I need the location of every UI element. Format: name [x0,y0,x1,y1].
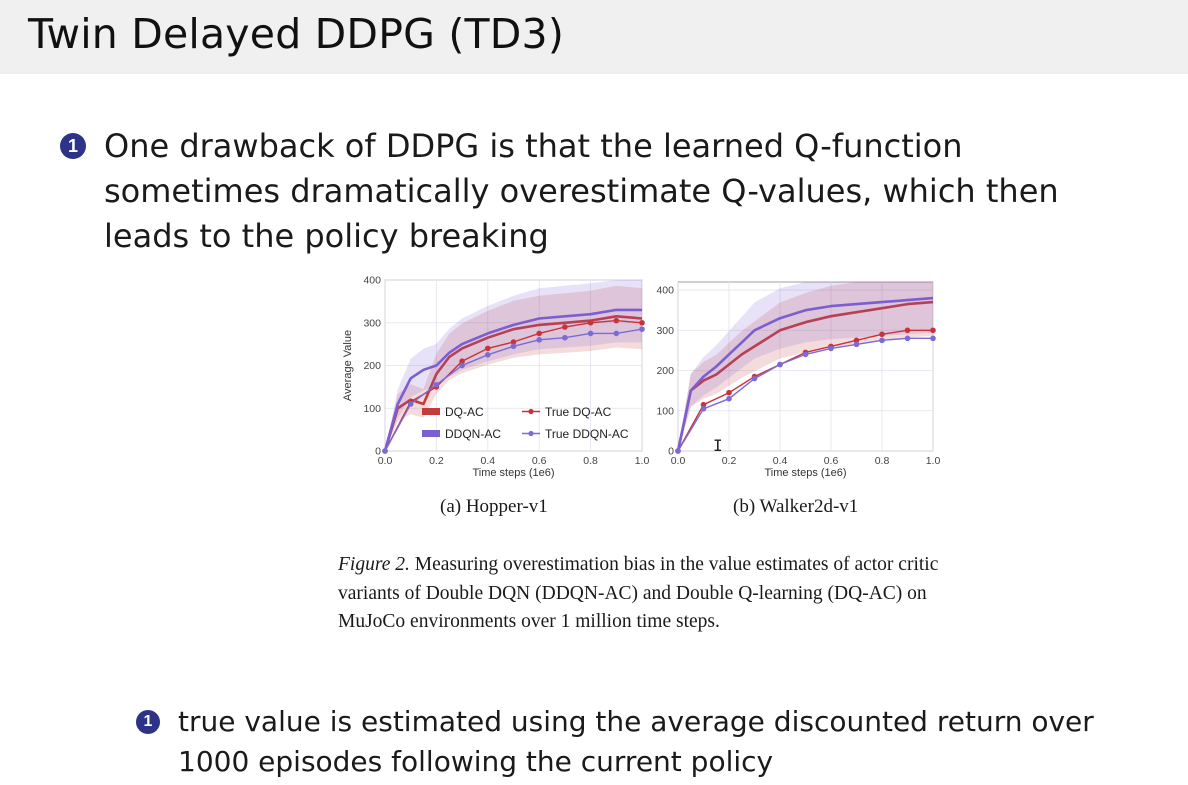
data-point [700,405,707,412]
legend-label: True DQ-AC [545,405,612,419]
y-tick-label: 200 [363,360,381,372]
chart-walker: 0 100 200 300 400 0.0 0.2 0.4 0.6 0.8 1.0 Time step… [648,268,948,500]
data-point [433,381,440,388]
figure-caption-label: Figure 2. [338,554,410,575]
x-tick-label: 1.0 [635,455,650,467]
data-point [853,337,860,344]
data-point [562,324,568,330]
bullet-1-text: One drawback of DDPG is that the learned… [104,127,1059,255]
data-point [700,401,707,408]
y-tick-label: 400 [656,285,674,297]
x-tick-label: 0.6 [824,455,839,467]
data-point [459,362,465,369]
data-point [459,358,465,365]
y-tick-label: 0 [375,446,381,458]
y-tick-label: 100 [363,403,381,415]
x-tick-label: 1.0 [926,455,941,467]
data-point [726,389,732,396]
subcaption-b: (b) Walker2d-v1 [733,496,859,517]
data-point [382,448,388,454]
bullet-2: 1 true value is estimated using the aver… [136,702,1176,782]
series-band [385,280,642,451]
figure-caption: Figure 2. Measuring overestimation bias … [338,551,958,637]
data-point [510,343,517,350]
x-tick-label: 0.2 [722,455,737,467]
data-point [407,401,414,407]
data-point [639,326,645,332]
subcaption-a: (a) Hopper-v1 [440,496,548,517]
data-point [675,448,681,454]
x-tick-label: 0.0 [671,455,686,467]
chart-walker-svg: 0 100 200 300 400 0.0 0.2 0.4 0.6 0.8 1.0 Time step… [656,281,941,479]
data-point [510,339,517,345]
data-point [879,331,885,338]
x-axis-label: Time steps (1e6) [764,467,846,479]
legend-label: True DDQN-AC [545,427,629,441]
legend-swatch [528,430,534,437]
title-bar: Twin Delayed DDPG (TD3) [0,0,1188,74]
data-point [930,335,936,342]
y-axis-label: Average Value [342,330,354,401]
bullet-number-icon: 1 [60,133,86,159]
legend-swatch [528,408,534,415]
data-point [639,319,645,326]
bullet-number-icon: 1 [136,710,160,734]
series-line [676,296,934,452]
chart-hopper: 0 100 200 300 400 0.0 0.2 0.4 0.6 0.8 1.0 Time step… [330,268,652,500]
data-point [802,351,809,358]
series-line [383,308,642,452]
y-tick-label: 300 [656,325,674,337]
x-tick-label: 0.8 [583,455,598,467]
data-point [726,395,732,402]
data-point [613,317,620,324]
legend-swatch [422,430,440,437]
data-point [828,345,834,352]
y-tick-label: 100 [656,405,674,417]
data-point [904,327,911,334]
data-point [613,330,620,337]
x-tick-label: 0.2 [429,455,444,467]
series-line [676,300,934,452]
x-tick-label: 0.0 [378,455,393,467]
x-tick-label: 0.8 [875,455,890,467]
x-axis-label: Time steps (1e6) [472,467,554,479]
bullet-1: 1 One drawback of DDPG is that the learn… [60,124,1130,259]
series-band [678,282,933,451]
data-point [930,327,936,334]
figure-caption-text: Measuring overestimation bias in the val… [338,554,939,632]
data-point [485,352,491,358]
series-band [678,282,933,451]
y-tick-label: 200 [656,365,674,377]
legend-label: DDQN-AC [445,427,501,441]
data-point [587,319,594,326]
data-point [536,337,542,343]
legend-swatch [422,408,440,415]
series-band [385,285,642,451]
legend-label: DQ-AC [445,405,484,419]
data-point [751,375,758,382]
data-point [777,361,783,368]
data-point [879,337,885,344]
y-tick-label: 300 [363,317,381,329]
x-tick-label: 0.6 [532,455,547,467]
y-tick-label: 400 [363,275,381,287]
chart-hopper-svg: 0 100 200 300 400 0.0 0.2 0.4 0.6 0.8 1.0 Time step… [342,275,650,480]
data-point [485,345,491,352]
x-tick-label: 0.4 [480,455,495,467]
data-point [562,334,568,341]
data-point [587,330,594,337]
data-point [536,330,542,337]
bullet-2-text: true value is estimated using the averag… [178,705,1094,778]
data-point [853,341,860,348]
data-point [904,335,911,342]
x-tick-label: 0.4 [773,455,788,467]
text-cursor-icon: I [713,436,723,455]
slide-title: Twin Delayed DDPG (TD3) [28,10,565,58]
y-tick-label: 0 [668,446,674,458]
